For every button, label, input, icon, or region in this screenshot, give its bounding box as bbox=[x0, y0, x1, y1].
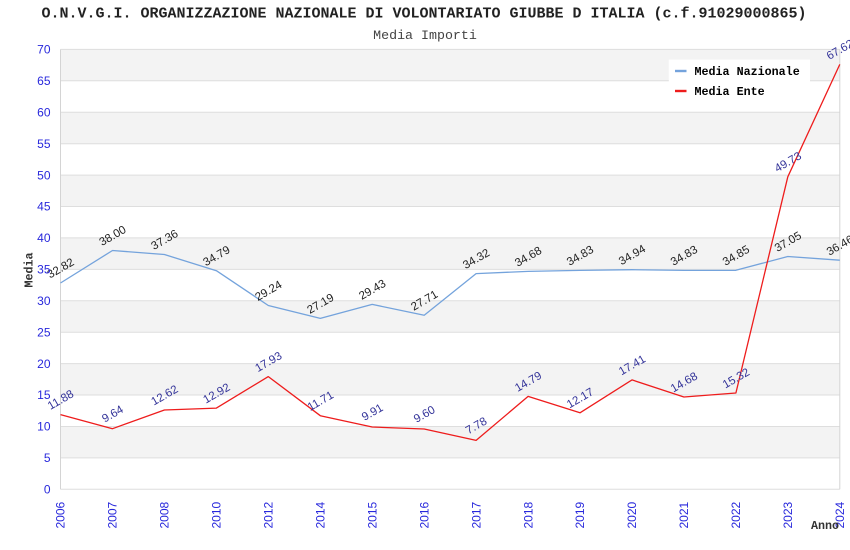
svg-text:Media Importi: Media Importi bbox=[373, 28, 477, 43]
svg-text:2024: 2024 bbox=[833, 501, 847, 528]
svg-text:2016: 2016 bbox=[417, 501, 431, 528]
svg-text:15: 15 bbox=[37, 388, 51, 402]
svg-text:2020: 2020 bbox=[625, 501, 639, 528]
svg-text:70: 70 bbox=[37, 43, 51, 57]
svg-text:2008: 2008 bbox=[158, 501, 172, 528]
svg-text:2007: 2007 bbox=[106, 501, 120, 528]
svg-text:5: 5 bbox=[44, 451, 51, 465]
svg-text:2014: 2014 bbox=[314, 501, 328, 528]
svg-text:Media Ente: Media Ente bbox=[695, 85, 765, 99]
svg-text:2018: 2018 bbox=[521, 501, 535, 528]
svg-text:20: 20 bbox=[37, 357, 51, 371]
svg-text:0: 0 bbox=[44, 483, 51, 497]
svg-text:2022: 2022 bbox=[729, 501, 743, 528]
svg-text:45: 45 bbox=[37, 200, 51, 214]
svg-text:2006: 2006 bbox=[54, 501, 68, 528]
svg-text:60: 60 bbox=[37, 105, 51, 119]
svg-text:O.N.V.G.I. ORGANIZZAZIONE NAZI: O.N.V.G.I. ORGANIZZAZIONE NAZIONALE DI V… bbox=[41, 6, 806, 23]
svg-text:35: 35 bbox=[37, 263, 51, 277]
svg-text:2015: 2015 bbox=[365, 501, 379, 528]
svg-text:50: 50 bbox=[37, 168, 51, 182]
svg-text:2017: 2017 bbox=[469, 501, 483, 528]
svg-text:2023: 2023 bbox=[781, 501, 795, 528]
svg-text:40: 40 bbox=[37, 231, 51, 245]
svg-text:55: 55 bbox=[37, 137, 51, 151]
svg-text:Anno: Anno bbox=[811, 519, 839, 533]
svg-text:2012: 2012 bbox=[262, 501, 276, 528]
svg-text:2010: 2010 bbox=[210, 501, 224, 528]
svg-text:Media Nazionale: Media Nazionale bbox=[695, 65, 800, 79]
svg-text:25: 25 bbox=[37, 325, 51, 339]
svg-text:2021: 2021 bbox=[677, 501, 691, 528]
svg-text:10: 10 bbox=[37, 420, 51, 434]
svg-text:2019: 2019 bbox=[573, 501, 587, 528]
svg-text:65: 65 bbox=[37, 74, 51, 88]
svg-text:30: 30 bbox=[37, 294, 51, 308]
svg-text:Media: Media bbox=[23, 252, 37, 287]
